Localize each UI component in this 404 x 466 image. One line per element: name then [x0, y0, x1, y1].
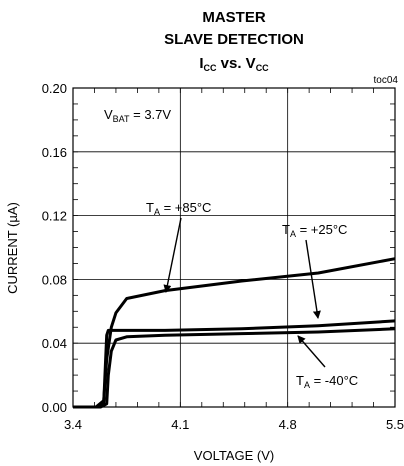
series-lines: [73, 257, 396, 409]
series-label-m40c-t: T: [296, 373, 304, 388]
figure-tag: toc04: [374, 75, 399, 86]
arrow-85c: [163, 217, 182, 293]
series-label-85c-rest: = +85°C: [160, 200, 211, 215]
series-label-85c: TA = +85°C: [146, 200, 211, 217]
subtitle-mid: vs. V: [216, 55, 255, 72]
series-line-85c: [73, 257, 396, 409]
vbat-sub: BAT: [113, 114, 130, 124]
series-label-m40c: TA = -40°C: [296, 373, 358, 390]
chart-subtitle: ICC vs. VCC: [199, 55, 269, 73]
subtitle-sub-1: CC: [203, 63, 216, 73]
y-tick-label: 0.04: [42, 336, 67, 351]
vbat-annotation: VBAT = 3.7V: [104, 107, 171, 124]
y-axis-label: CURRENT (µA): [5, 202, 20, 294]
series-label-25c-rest: = +25°C: [296, 222, 347, 237]
arrow-m40c: [297, 335, 326, 368]
x-axis-label: VOLTAGE (V): [194, 448, 274, 463]
series-label-85c-t: T: [146, 200, 154, 215]
grid: [73, 88, 395, 407]
series-label-m40c-sub: A: [304, 380, 310, 390]
vbat-rest: = 3.7V: [130, 107, 172, 122]
series-label-25c: TA = +25°C: [282, 222, 347, 239]
x-tick-label: 4.8: [279, 417, 297, 432]
chart-title-line-2: SLAVE DETECTION: [164, 31, 304, 48]
x-tick-label: 5.5: [386, 417, 404, 432]
series-label-m40c-rest: = -40°C: [310, 373, 358, 388]
series-label-85c-sub: A: [154, 207, 160, 217]
x-tick-label: 3.4: [64, 417, 82, 432]
y-tick-label: 0.12: [42, 209, 67, 224]
series-line-m40c: [73, 327, 396, 409]
plot-frame: [72, 87, 396, 408]
y-tick-label: 0.16: [42, 145, 67, 160]
y-tick-label: 0.08: [42, 272, 67, 287]
subtitle-i: I: [199, 55, 203, 72]
series-label-25c-t: T: [282, 222, 290, 237]
y-tick-label: 0.20: [42, 81, 67, 96]
subtitle-sub-2: CC: [256, 63, 269, 73]
axis-ticks: 0.20 0.16 0.12 0.08 0.04 0.00 3.4 4.1 4.8 5.5: [42, 81, 404, 432]
y-tick-label: 0.00: [42, 400, 67, 415]
arrow-25c: [305, 239, 321, 319]
x-tick-label: 4.1: [171, 417, 189, 432]
vbat-v: V: [104, 107, 113, 122]
series-label-25c-sub: A: [290, 229, 296, 239]
chart-title-line-1: MASTER: [202, 9, 266, 26]
